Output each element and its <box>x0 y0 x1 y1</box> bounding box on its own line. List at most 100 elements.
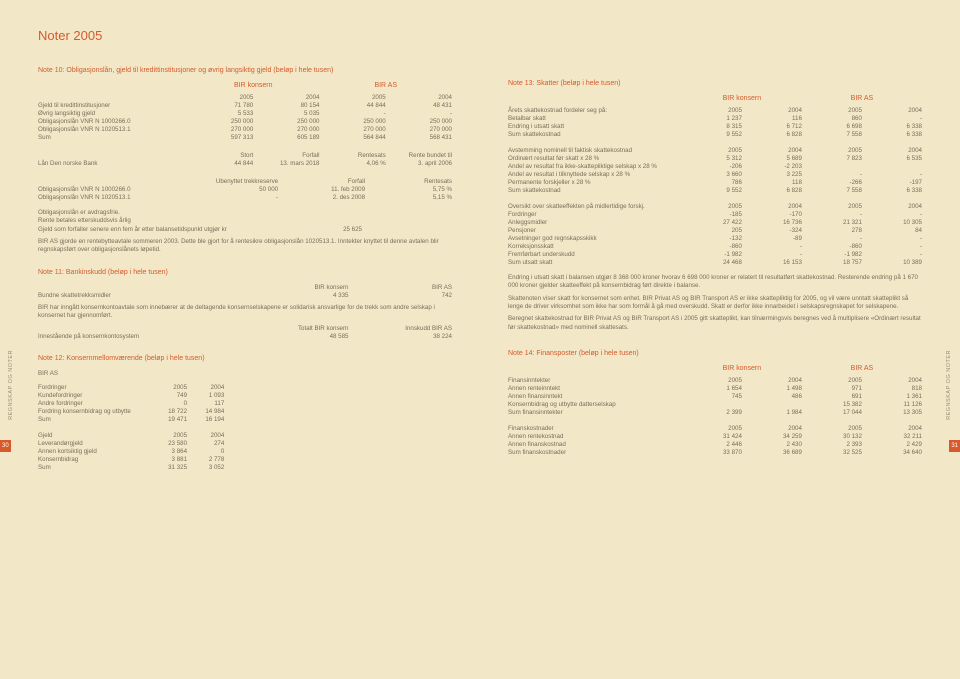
row-value: 274 <box>187 440 224 448</box>
row-value: 44 844 <box>320 101 386 109</box>
table-header-row: Gjeld 2005 2004 <box>38 432 224 440</box>
row-value: 11 126 <box>862 400 922 408</box>
row-value: 31 325 <box>150 464 187 472</box>
row-value: 6 712 <box>742 122 802 130</box>
row-value: 5 533 <box>187 109 253 117</box>
row-value: 16 153 <box>742 258 802 266</box>
table-row: Avsetninger god regnskapsskikk-132-89-- <box>508 234 922 242</box>
row-value: 250 000 <box>253 117 319 125</box>
row-value: 6 828 <box>742 186 802 194</box>
row-value: -1 982 <box>682 250 742 258</box>
row-value: -324 <box>742 226 802 234</box>
row-value: -266 <box>802 178 862 186</box>
row-value: 32 525 <box>802 448 862 456</box>
note10-paragraph2: BIR AS gjorde en rentebytteavtale sommer… <box>38 238 452 255</box>
row-value: 5 035 <box>253 109 319 117</box>
row-label: Andel av resultat fra ikke-skattepliktig… <box>508 162 682 170</box>
row-value: -1 982 <box>802 250 862 258</box>
row-value: 250 000 <box>386 117 452 125</box>
table-header-row: Oversikt over skatteeffekten på midlerti… <box>508 202 922 210</box>
table-row: Sum597 313605 189564 844568 431 <box>38 133 452 141</box>
row-value: - <box>802 234 862 242</box>
side-label-left: REGNSKAP OG NOTER <box>8 350 14 420</box>
row-label: Sum finanskostnader <box>508 448 682 456</box>
row-label: Andre fordringer <box>38 400 150 408</box>
table-row: Annen kortsiktig gjeld3 8640 <box>38 448 224 456</box>
row-value: 605 189 <box>253 133 319 141</box>
row-value: 30 132 <box>802 432 862 440</box>
row-label: Sum <box>38 133 187 141</box>
row-value: 34 259 <box>742 432 802 440</box>
note14-group-headers: BIR konsern BIR AS <box>508 365 922 372</box>
page-number-right: 31 <box>949 440 960 452</box>
row-value: 117 <box>187 400 224 408</box>
row-value: - <box>187 193 278 201</box>
table-header-row: Stort Forfall Rentesats Rente bundet til <box>38 151 452 159</box>
row-label: Annen finansinntekt <box>508 392 682 400</box>
row-value: - <box>862 170 922 178</box>
row-value: 5 312 <box>682 154 742 162</box>
row-value: 116 <box>742 114 802 122</box>
table-row: Permanente forskjeller x 28 %786118-266-… <box>508 178 922 186</box>
table-row: Annen renteinntekt1 6541 498971818 <box>508 384 922 392</box>
row-value: 6 338 <box>862 186 922 194</box>
table-row: Fremførbart underskudd-1 982--1 982- <box>508 250 922 258</box>
row-value: 15 382 <box>802 400 862 408</box>
row-label: Sum skattekostnad <box>508 130 682 138</box>
table-row: Endring i utsatt skatt8 3156 7126 6986 3… <box>508 122 922 130</box>
row-value: 24 468 <box>682 258 742 266</box>
note12-sub: BIR AS <box>38 370 452 378</box>
table-header-row: Fordringer 2005 2004 <box>38 384 224 392</box>
row-value: 80 154 <box>253 101 319 109</box>
row-value: 8 315 <box>682 122 742 130</box>
note13-table3: Oversikt over skatteeffekten på midlerti… <box>508 202 922 266</box>
note10-group-headers: BIR konsern BIR AS <box>38 82 452 89</box>
row-value: 16 194 <box>187 416 224 424</box>
row-value: 270 000 <box>253 125 319 133</box>
note10-reserve-table: Ubenyttet trekkreserve Forfall Rentesats… <box>38 177 452 201</box>
note14-title: Note 14: Finansposter (beløp i hele tuse… <box>508 350 922 357</box>
row-value: 7 823 <box>802 154 862 162</box>
page-number-left: 30 <box>0 440 11 452</box>
table-row: Obligasjonslån VNR N 1000266.050 00011. … <box>38 185 452 193</box>
row-value: -89 <box>742 234 802 242</box>
row-value: 2 393 <box>802 440 862 448</box>
table-row: Fordringer-185-170-- <box>508 210 922 218</box>
row-label: Gjeld til kredittinstitusjoner <box>38 101 187 109</box>
row-value <box>742 400 802 408</box>
table-row: Ordinært resultat før skatt x 28 %5 3125… <box>508 154 922 162</box>
note13-title: Note 13: Skatter (beløp i hele tusen) <box>508 80 922 87</box>
row-value: - <box>320 109 386 117</box>
row-label: Sum <box>38 464 150 472</box>
row-value: 14 984 <box>187 408 224 416</box>
row-label: Sum finansinntekter <box>508 408 682 416</box>
row-label: Anleggsmidler <box>508 218 682 226</box>
table-row: Lån Den norske Bank 44 844 13. mars 2018… <box>38 159 452 167</box>
row-value: 18 757 <box>802 258 862 266</box>
row-value: 2. des 2008 <box>278 193 365 201</box>
note11-title: Note 11: Bankinskudd (beløp i hele tusen… <box>38 269 452 276</box>
row-value: 13 305 <box>862 408 922 416</box>
row-label: Leverandørgjeld <box>38 440 150 448</box>
row-value: 818 <box>862 384 922 392</box>
row-value: -2 203 <box>742 162 802 170</box>
row-value: - <box>862 210 922 218</box>
note13-p2: Skattenoten viser skatt for konsernet so… <box>508 295 922 312</box>
table-row: Gjeld til kredittinstitusjoner71 78080 1… <box>38 101 452 109</box>
row-value: 50 000 <box>187 185 278 193</box>
row-label: Fordringer <box>508 210 682 218</box>
row-label: Obligasjonslån VNR N 1020513.1 <box>38 125 187 133</box>
row-value: 568 431 <box>386 133 452 141</box>
row-value: 19 471 <box>150 416 187 424</box>
table-header-row: Årets skattekostnad fordeler seg på:2005… <box>508 106 922 114</box>
note10-title: Note 10: Obligasjonslån, gjeld til kredi… <box>38 67 452 74</box>
row-value: -132 <box>682 234 742 242</box>
table-row: Obligasjonslån VNR N 1020513.1270 000270… <box>38 125 452 133</box>
table-row: Obligasjonslån VNR N 1020513.1-2. des 20… <box>38 193 452 201</box>
row-value: 2 399 <box>682 408 742 416</box>
table-row: Annen finansinntekt7454866911 361 <box>508 392 922 400</box>
row-label: Fremførbart underskudd <box>508 250 682 258</box>
row-value: 3 225 <box>742 170 802 178</box>
row-value: -860 <box>682 242 742 250</box>
row-value: - <box>862 242 922 250</box>
